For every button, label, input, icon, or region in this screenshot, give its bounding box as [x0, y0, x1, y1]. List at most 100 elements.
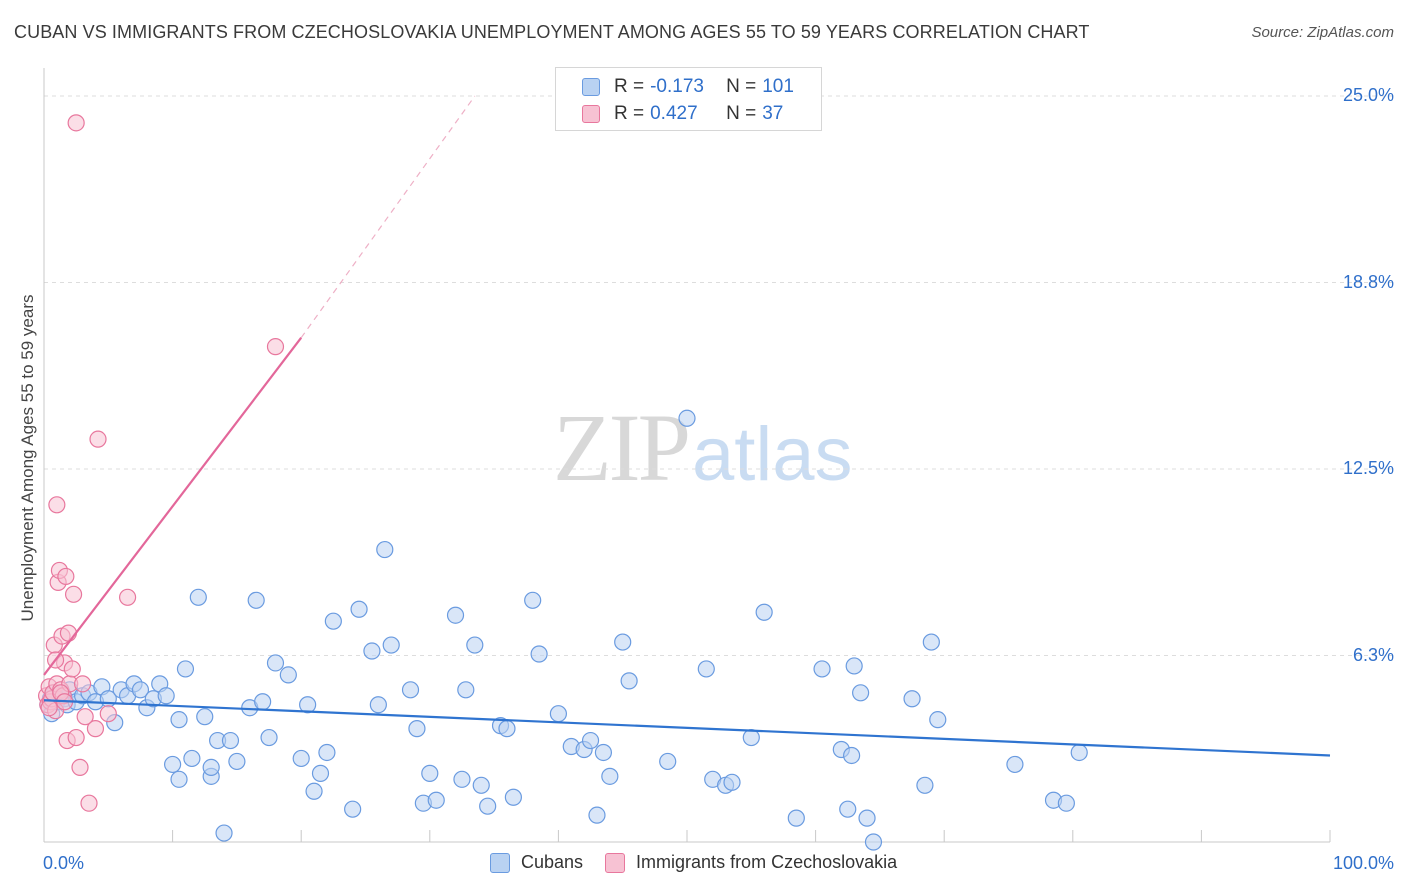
cubans-point [446, 606, 465, 624]
cubans-point [614, 633, 632, 651]
cubans-point [524, 591, 542, 609]
cubans-point [845, 657, 863, 675]
czechoslovakia-point [40, 699, 58, 717]
cubans-point [697, 660, 715, 678]
cubans-point [350, 600, 368, 618]
n-value: 101 [762, 76, 794, 97]
cubans-point [221, 731, 240, 750]
r-label: R = [614, 76, 645, 97]
cubans-point [858, 809, 876, 827]
cubans-points [39, 409, 1088, 851]
cubans-point [292, 749, 310, 768]
n-label: N = [726, 76, 757, 97]
n-value: 37 [762, 103, 784, 124]
cubans-point [843, 746, 861, 765]
cubans-point [157, 687, 175, 705]
cubans-point [170, 711, 188, 729]
cubans-point [1006, 755, 1024, 774]
czechoslovakia-point [48, 496, 66, 514]
cubans-point [401, 681, 420, 699]
czechoslovakia-point [67, 728, 85, 747]
cubans-point [929, 711, 947, 729]
cubans-point [678, 409, 696, 427]
cubans-point [479, 797, 497, 815]
cubans-point [260, 728, 278, 747]
czechoslovakia-point [73, 675, 92, 693]
stats-legend-row-cubans: R = -0.173 N = 101 [582, 74, 802, 100]
cubans-point [421, 764, 439, 782]
watermark-atlas: atlas [692, 412, 853, 497]
cubans-point [279, 666, 297, 684]
czechoslovakia-trend-extension [300, 95, 476, 339]
cubans-point [922, 633, 940, 651]
cubans-point [299, 696, 317, 714]
czechoslovakia-point [118, 588, 137, 606]
cubans-point [453, 770, 471, 788]
cubans-point [164, 755, 182, 774]
series-legend: Cubans Immigrants from Czechoslovakia [490, 852, 919, 873]
cubans-point [324, 612, 342, 630]
cubans-point [305, 782, 323, 800]
czechoslovakia-point [59, 624, 78, 642]
cubans-point [839, 800, 857, 818]
cubans-point [457, 681, 475, 699]
cubans-point [344, 800, 362, 818]
cubans-point [813, 660, 831, 678]
cubans-legend-swatch [490, 852, 510, 873]
czechoslovakia-point [71, 758, 89, 777]
czechoslovakia-legend-swatch [605, 852, 626, 873]
cubans-point [903, 690, 921, 708]
cubans-point [228, 752, 246, 771]
cubans-point [215, 824, 233, 842]
cubans-point [376, 540, 394, 559]
watermark-zip: ZIP [553, 394, 691, 501]
cubans-point [864, 833, 883, 851]
r-value: -0.173 [650, 76, 704, 97]
y-tick-label: 18.8% [1342, 271, 1394, 292]
cubans-point [369, 696, 387, 714]
legend-label-czechoslovakia: Immigrants from Czechoslovakia [636, 852, 898, 872]
czechoslovakia-point [63, 660, 81, 678]
y-tick-label: 6.3% [1352, 644, 1394, 665]
legend-item-cubans[interactable]: Cubans [490, 852, 583, 873]
cubans-point [588, 806, 606, 824]
cubans-swatch [582, 78, 600, 96]
trend-lines [43, 95, 1331, 757]
cubans-point [183, 749, 201, 768]
cubans-point [787, 809, 805, 827]
cubans-point [659, 752, 677, 771]
gridlines [44, 95, 1395, 656]
y-tick-label: 25.0% [1342, 85, 1394, 105]
cubans-point [594, 743, 613, 762]
cubans-point [196, 708, 214, 726]
czechoslovakia-point [67, 114, 85, 132]
cubans-point [247, 591, 265, 609]
czechoslovakia-point [76, 708, 94, 726]
legend-item-czechoslovakia[interactable]: Immigrants from Czechoslovakia [605, 852, 897, 873]
legend-label-cubans: Cubans [521, 852, 584, 872]
czechoslovakia-point [80, 794, 98, 812]
cubans-point [601, 767, 619, 785]
stats-legend-row-czechoslovakia: R = 0.427 N = 37 [582, 101, 802, 127]
cubans-trend-line [43, 699, 1331, 757]
cubans-point [916, 776, 934, 794]
czechoslovakia-point [86, 720, 105, 738]
r-label: R = [614, 103, 645, 124]
cubans-point [311, 764, 330, 782]
czechoslovakia-trend-line [43, 337, 303, 676]
cubans-point [318, 743, 336, 762]
cubans-point [1070, 743, 1088, 762]
source-label: Source: ZipAtlas.com [1251, 24, 1394, 41]
czechoslovakia-point [99, 705, 117, 723]
cubans-point [472, 776, 490, 794]
cubans-point [723, 773, 741, 791]
r-value: 0.427 [650, 103, 698, 124]
cubans-point [202, 758, 220, 777]
czechoslovakia-point [57, 567, 75, 586]
czechoslovakia-point [266, 338, 285, 356]
cubans-point [530, 645, 548, 663]
cubans-point [266, 654, 285, 672]
czechoslovakia-points [37, 114, 285, 812]
cubans-point [408, 720, 426, 738]
